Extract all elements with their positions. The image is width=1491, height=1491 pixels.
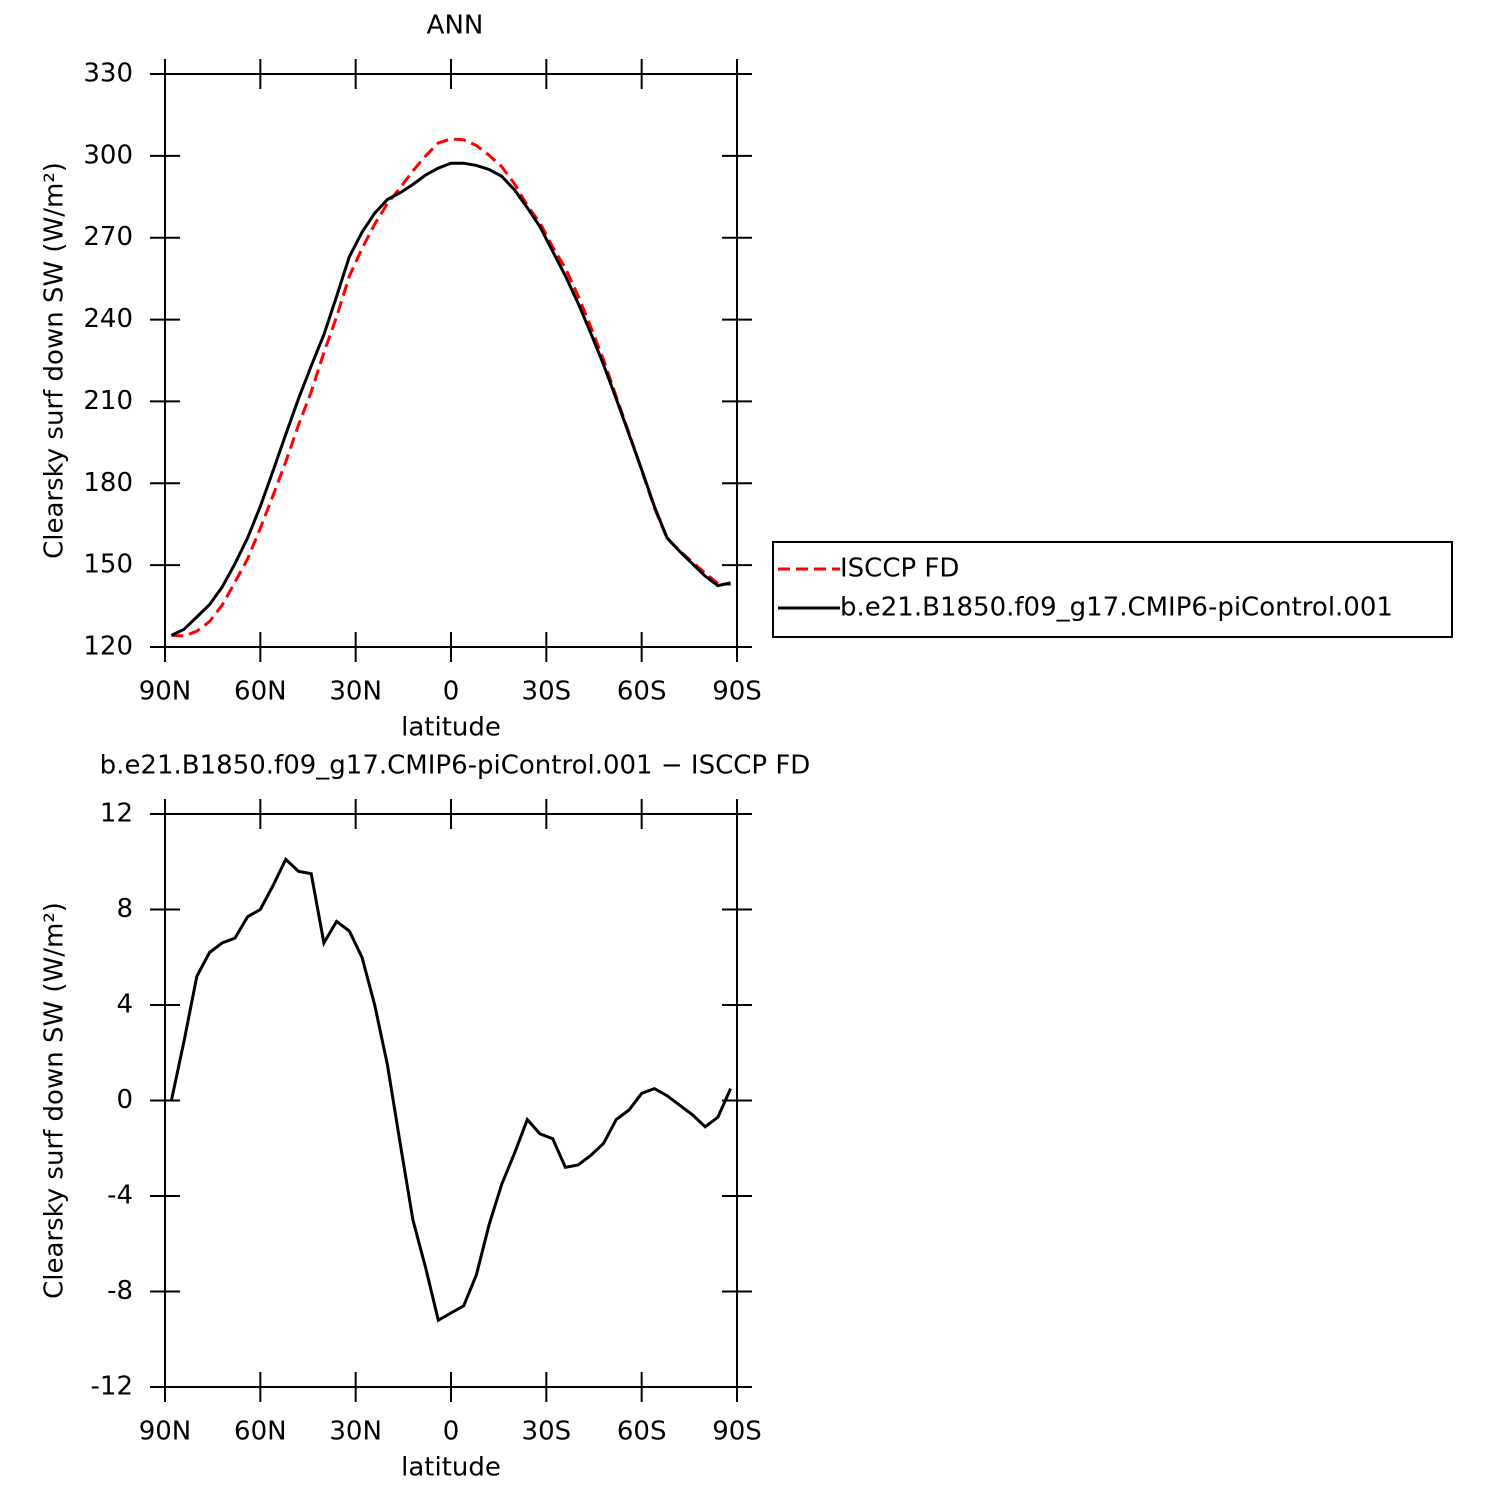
y-tick-label: 12	[100, 799, 133, 829]
x-tick-label: 60N	[234, 677, 287, 707]
series-line	[171, 137, 731, 638]
y-tick-label: 0	[116, 1085, 133, 1115]
x-tick-label: 90N	[139, 677, 192, 707]
legend-label: b.e21.B1850.f09_g17.CMIP6-piControl.001	[840, 593, 1393, 623]
y-tick-label: 4	[116, 990, 133, 1020]
chart-title: ANN	[427, 11, 484, 41]
x-tick-label: 60N	[234, 1417, 287, 1447]
y-tick-label: -12	[91, 1372, 133, 1402]
series-line	[170, 161, 731, 637]
x-tick-label: 90S	[712, 677, 762, 707]
x-tick-label: 0	[443, 1417, 460, 1447]
legend-label: ISCCP FD	[840, 554, 959, 584]
x-tick-label: 30S	[522, 677, 572, 707]
y-tick-label: 180	[83, 468, 133, 498]
y-tick-label: -4	[107, 1181, 133, 1211]
y-tick-label: 330	[83, 59, 133, 89]
y-axis-label: Clearsky surf down SW (W/m²)	[40, 902, 70, 1299]
y-tick-label: 270	[83, 222, 133, 252]
y-tick-label: 8	[116, 894, 133, 924]
plot-frame	[164, 73, 738, 648]
y-axis-label: Clearsky surf down SW (W/m²)	[40, 162, 70, 559]
x-tick-label: 90N	[139, 1417, 192, 1447]
x-tick-label: 30S	[522, 1417, 572, 1447]
chart-title: b.e21.B1850.f09_g17.CMIP6-piControl.001 …	[100, 751, 811, 781]
y-tick-label: 240	[83, 304, 133, 334]
y-tick-label: 150	[83, 550, 133, 580]
x-tick-label: 0	[443, 677, 460, 707]
x-tick-label: 30N	[329, 1417, 382, 1447]
x-tick-label: 30N	[329, 677, 382, 707]
legend-box	[772, 541, 1453, 638]
x-tick-label: 60S	[617, 1417, 667, 1447]
x-axis-label: latitude	[401, 1453, 501, 1483]
x-axis-label: latitude	[401, 713, 501, 743]
y-tick-label: 120	[83, 632, 133, 662]
y-tick-label: -8	[107, 1276, 133, 1306]
y-tick-label: 210	[83, 386, 133, 416]
diff-line	[169, 856, 732, 1323]
x-tick-label: 60S	[617, 677, 667, 707]
x-tick-label: 90S	[712, 1417, 762, 1447]
plot-frame	[164, 813, 738, 1388]
y-tick-label: 300	[83, 140, 133, 170]
